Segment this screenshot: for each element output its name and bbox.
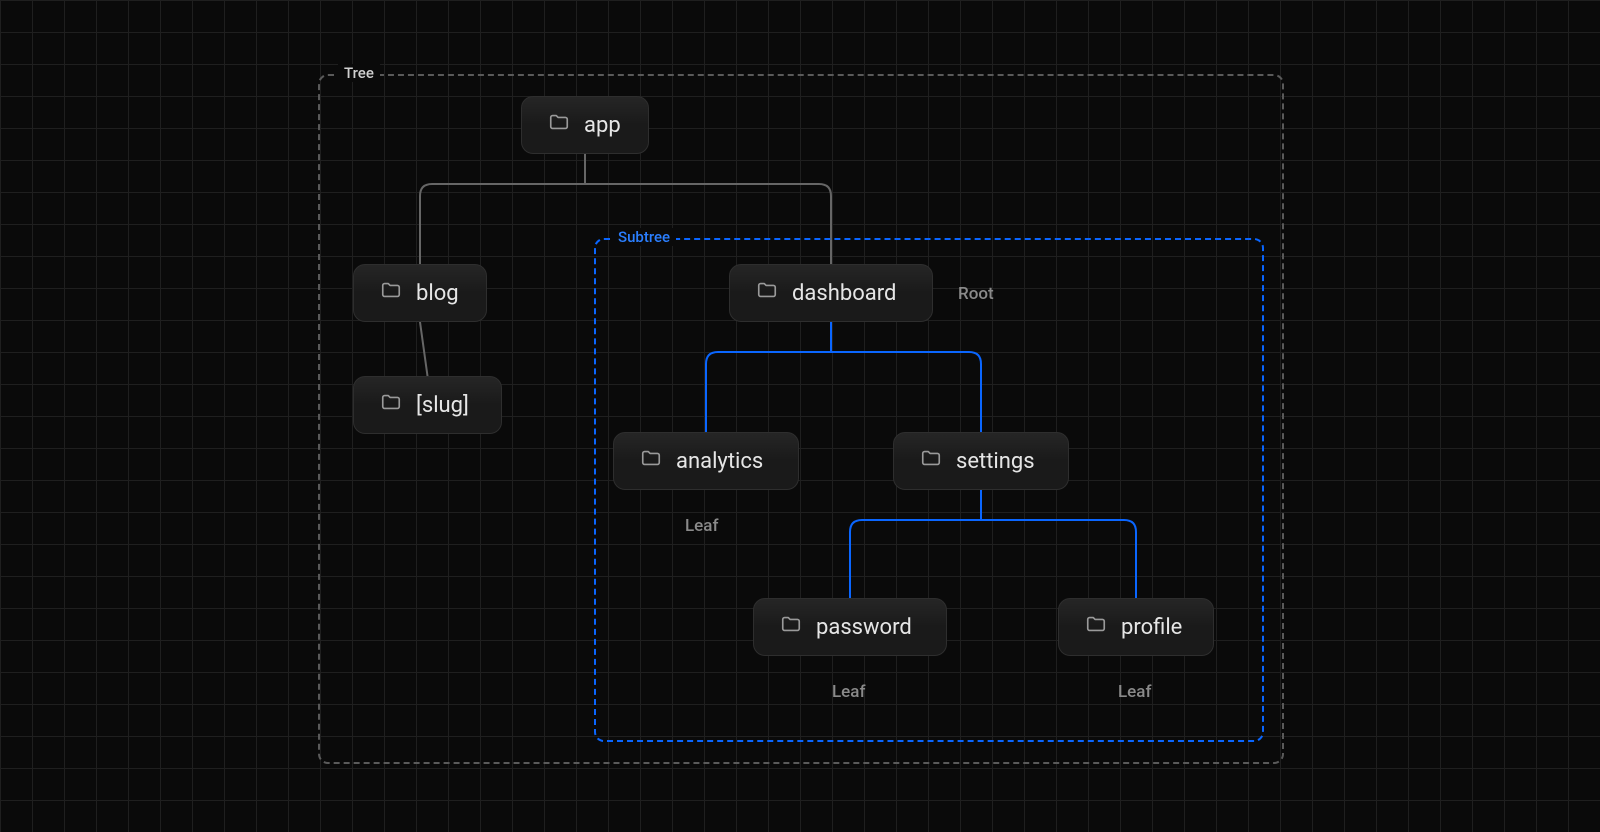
node-label: settings: [956, 449, 1035, 474]
node-settings: settings: [893, 432, 1069, 490]
annotation-leaf: Leaf: [685, 516, 718, 536]
folder-icon: [1085, 613, 1107, 641]
folder-icon: [548, 111, 570, 139]
node-label: [slug]: [416, 393, 469, 418]
diagram-canvas: Tree Subtree app blog [slug] dashboard a…: [0, 0, 1600, 832]
annotation-leaf: Leaf: [832, 682, 865, 702]
node-label: password: [816, 615, 912, 640]
folder-icon: [380, 391, 402, 419]
subtree-box-label: Subtree: [612, 228, 676, 246]
folder-icon: [920, 447, 942, 475]
node-slug: [slug]: [353, 376, 502, 434]
node-app: app: [521, 96, 649, 154]
node-label: dashboard: [792, 281, 896, 306]
node-label: profile: [1121, 615, 1182, 640]
node-label: blog: [416, 281, 459, 306]
folder-icon: [756, 279, 778, 307]
node-dashboard: dashboard: [729, 264, 933, 322]
folder-icon: [780, 613, 802, 641]
node-label: analytics: [676, 449, 763, 474]
annotation-root: Root: [958, 284, 994, 304]
folder-icon: [640, 447, 662, 475]
node-analytics: analytics: [613, 432, 799, 490]
annotation-leaf: Leaf: [1118, 682, 1151, 702]
node-profile: profile: [1058, 598, 1214, 656]
folder-icon: [380, 279, 402, 307]
node-password: password: [753, 598, 947, 656]
tree-box-label: Tree: [338, 64, 380, 82]
node-blog: blog: [353, 264, 487, 322]
node-label: app: [584, 113, 621, 138]
